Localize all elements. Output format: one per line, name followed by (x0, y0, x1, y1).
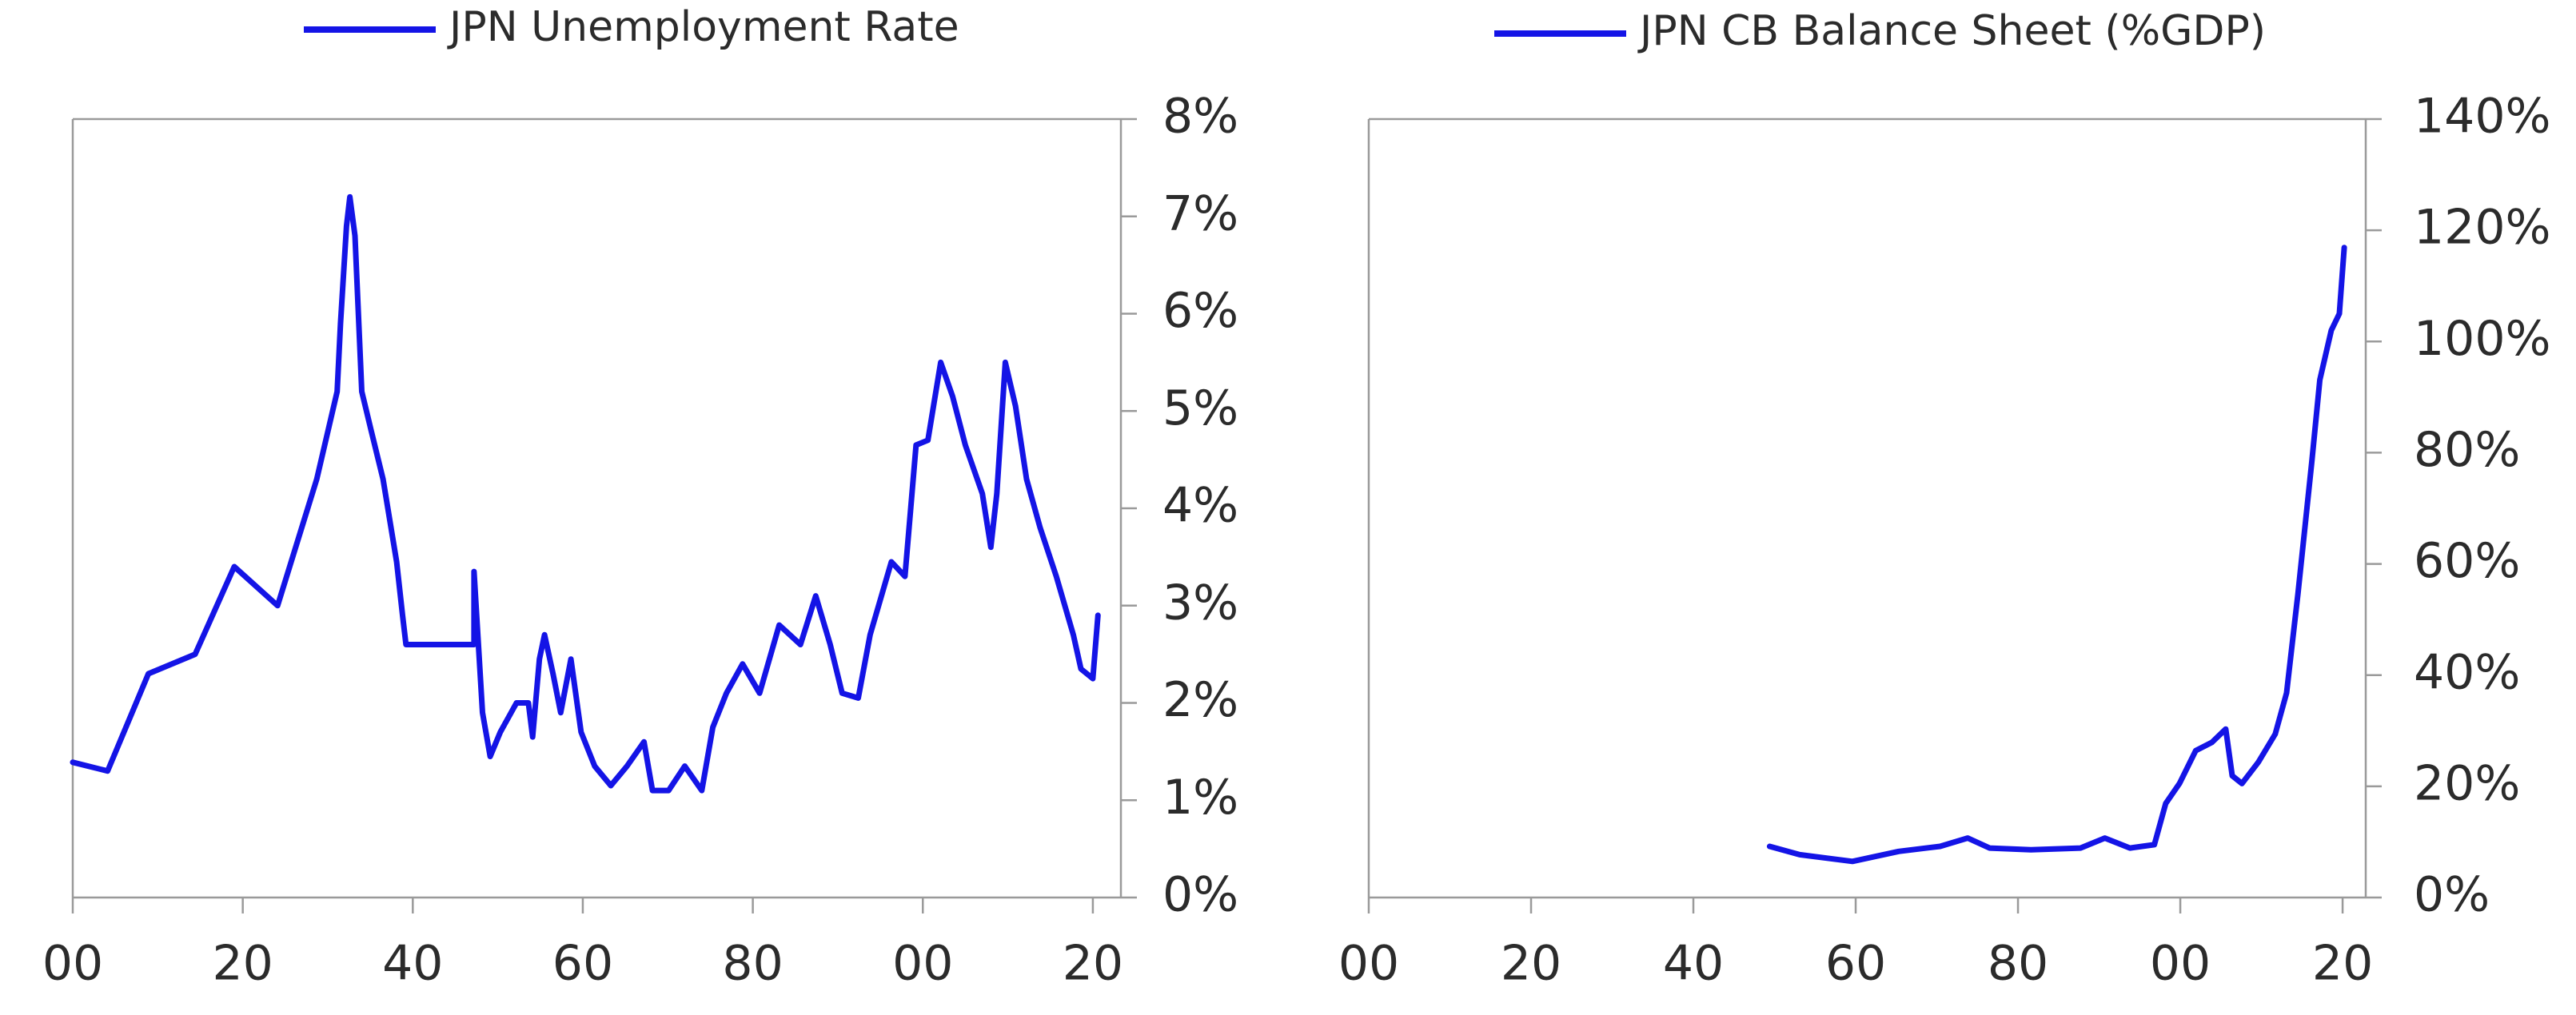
y-tick-label: 8% (1162, 89, 1238, 145)
y-tick-label: 60% (2414, 533, 2520, 589)
y-tick-label: 3% (1162, 575, 1238, 631)
y-tick-label: 140% (2414, 89, 2551, 145)
y-tick-label: 100% (2414, 311, 2551, 367)
x-tick-label: 40 (382, 936, 443, 992)
x-tick-label: 20 (212, 936, 273, 992)
x-tick-label: 80 (722, 936, 783, 992)
x-tick-label: 00 (1338, 936, 1399, 992)
y-tick-label: 5% (1162, 380, 1238, 436)
y-tick-label: 0% (1162, 867, 1238, 923)
x-tick-label: 20 (1063, 936, 1123, 992)
legend-label: JPN CB Balance Sheet (%GDP) (1637, 7, 2266, 55)
x-tick-label: 60 (1825, 936, 1886, 992)
x-tick-label: 00 (2150, 936, 2211, 992)
y-tick-label: 4% (1162, 478, 1238, 534)
data-line (70, 193, 1101, 794)
x-tick-label: 80 (1988, 936, 2048, 992)
legend-label: JPN Unemployment Rate (447, 3, 959, 51)
y-tick-label: 120% (2414, 200, 2551, 256)
y-tick-label: 0% (2414, 867, 2490, 923)
data-line (1766, 245, 2347, 865)
y-tick-label: 20% (2414, 755, 2520, 811)
y-tick-label: 2% (1162, 672, 1238, 728)
y-tick-label: 7% (1162, 185, 1238, 241)
y-tick-label: 80% (2414, 422, 2520, 478)
y-tick-label: 1% (1162, 770, 1238, 826)
x-tick-label: 20 (1501, 936, 1561, 992)
x-tick-label: 60 (552, 936, 613, 992)
x-tick-label: 00 (42, 936, 103, 992)
x-tick-label: 00 (892, 936, 953, 992)
x-tick-label: 20 (2312, 936, 2373, 992)
y-tick-label: 6% (1162, 283, 1238, 339)
y-tick-label: 40% (2414, 644, 2520, 700)
x-tick-label: 40 (1663, 936, 1724, 992)
